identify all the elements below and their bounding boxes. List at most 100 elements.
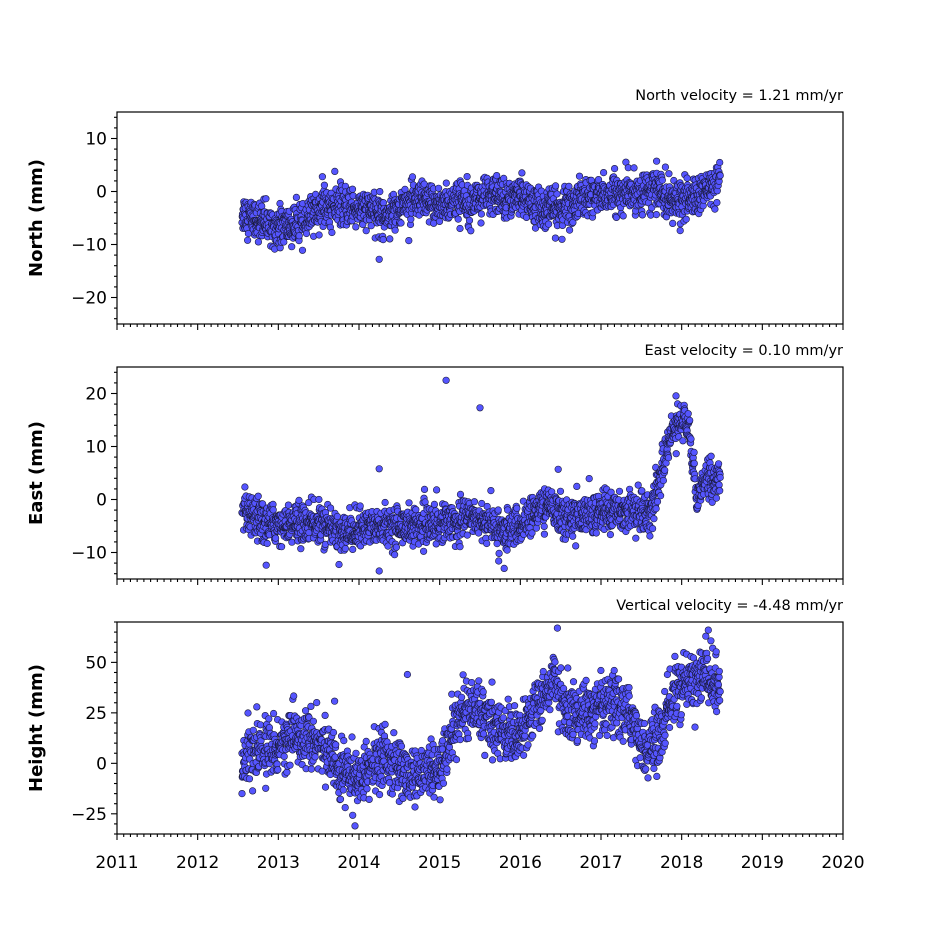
east-data-point — [573, 482, 581, 491]
north-data-point — [652, 157, 661, 165]
north-data-point — [716, 158, 724, 167]
east-data-point — [493, 539, 501, 548]
north-data-point — [348, 185, 357, 193]
north-data-point — [262, 195, 270, 203]
north-data-point — [665, 170, 673, 178]
east-data-point — [556, 487, 565, 495]
north-data-points — [238, 157, 724, 263]
north-data-point — [244, 236, 252, 244]
north-data-point — [676, 227, 684, 235]
east-outlier-point — [375, 567, 383, 575]
east-data-point — [672, 450, 680, 458]
height-data-point — [340, 736, 348, 745]
height-data-point — [362, 737, 370, 746]
north-data-point — [408, 173, 417, 181]
east-data-point — [456, 490, 465, 499]
east-outlier-point — [500, 564, 508, 573]
east-data-point — [421, 498, 429, 506]
east-data-point — [707, 452, 715, 460]
east-data-point — [650, 515, 658, 523]
north-y-tick-label: 0 — [96, 183, 107, 203]
east-data-point — [430, 500, 439, 509]
height-data-point — [339, 786, 348, 794]
north-data-point — [477, 210, 486, 218]
height-data-point — [290, 692, 298, 700]
north-data-point — [477, 219, 485, 227]
height-data-point — [348, 733, 356, 741]
height-data-point — [397, 742, 406, 750]
height-panel-title: Vertical velocity = -4.48 mm/yr — [616, 598, 843, 614]
north-y-tick-label: −10 — [71, 236, 107, 256]
east-data-point — [687, 435, 695, 443]
height-data-point — [456, 735, 464, 744]
north-data-point — [456, 224, 464, 233]
height-data-points — [238, 624, 724, 830]
north-data-point — [367, 222, 375, 230]
north-data-point — [467, 227, 475, 235]
north-data-point — [565, 182, 573, 190]
east-data-point — [716, 473, 724, 482]
north-y-tick-label: 10 — [85, 130, 107, 150]
north-data-point — [551, 234, 560, 242]
height-data-point — [245, 775, 254, 783]
east-panel-title: East velocity = 0.10 mm/yr — [644, 343, 843, 359]
east-data-point — [656, 492, 665, 500]
east-y-tick-label: −10 — [71, 544, 107, 564]
east-data-point — [672, 392, 680, 400]
east-data-point — [495, 549, 503, 558]
east-data-point — [495, 557, 503, 565]
height-data-point — [430, 793, 438, 801]
north-data-point — [420, 180, 428, 188]
north-data-point — [435, 184, 443, 192]
east-data-point — [714, 460, 723, 468]
north-data-point — [362, 227, 370, 235]
north-data-point — [682, 215, 690, 223]
east-data-point — [664, 454, 673, 462]
north-outlier-point — [375, 255, 383, 263]
north-data-point — [254, 238, 262, 246]
north-data-point — [683, 174, 691, 182]
height-data-point — [262, 784, 270, 792]
east-data-point — [392, 543, 401, 551]
height-data-point — [336, 795, 345, 803]
east-data-point — [272, 534, 280, 542]
east-data-point — [405, 499, 413, 507]
east-data-point — [241, 483, 249, 491]
east-y-axis-label: East (mm) — [26, 421, 47, 525]
east-data-point — [263, 539, 271, 548]
height-data-point — [436, 796, 444, 804]
east-data-point — [420, 485, 429, 494]
height-panel: Vertical velocity = -4.48 mm/yr Height (… — [26, 598, 865, 873]
north-data-point — [302, 229, 311, 238]
north-axis-ticks: 100−10−20 — [71, 116, 844, 330]
height-data-point — [331, 697, 339, 705]
east-data-point — [648, 524, 657, 533]
east-data-point — [716, 487, 724, 495]
height-data-point — [307, 702, 315, 711]
east-outlier-point — [476, 404, 484, 412]
height-data-point — [311, 753, 319, 761]
height-data-point — [249, 787, 257, 795]
north-data-point — [558, 235, 566, 243]
east-data-point — [269, 506, 277, 514]
east-data-point — [391, 551, 399, 559]
north-data-point — [575, 172, 584, 180]
height-data-point — [352, 749, 360, 757]
north-data-point — [435, 217, 444, 225]
east-data-point — [540, 530, 549, 538]
height-data-point — [439, 779, 448, 787]
north-data-point — [442, 179, 450, 187]
north-data-point — [407, 215, 415, 223]
north-data-point — [318, 173, 327, 181]
height-data-point — [448, 690, 456, 698]
east-data-point — [254, 492, 262, 500]
north-data-point — [288, 243, 296, 251]
north-data-point — [298, 246, 307, 254]
east-y-tick-label: 10 — [85, 438, 107, 458]
north-data-point — [669, 219, 677, 227]
north-data-point — [405, 237, 413, 245]
north-data-point — [280, 238, 288, 246]
east-data-point — [652, 505, 660, 513]
east-data-point — [494, 506, 502, 514]
